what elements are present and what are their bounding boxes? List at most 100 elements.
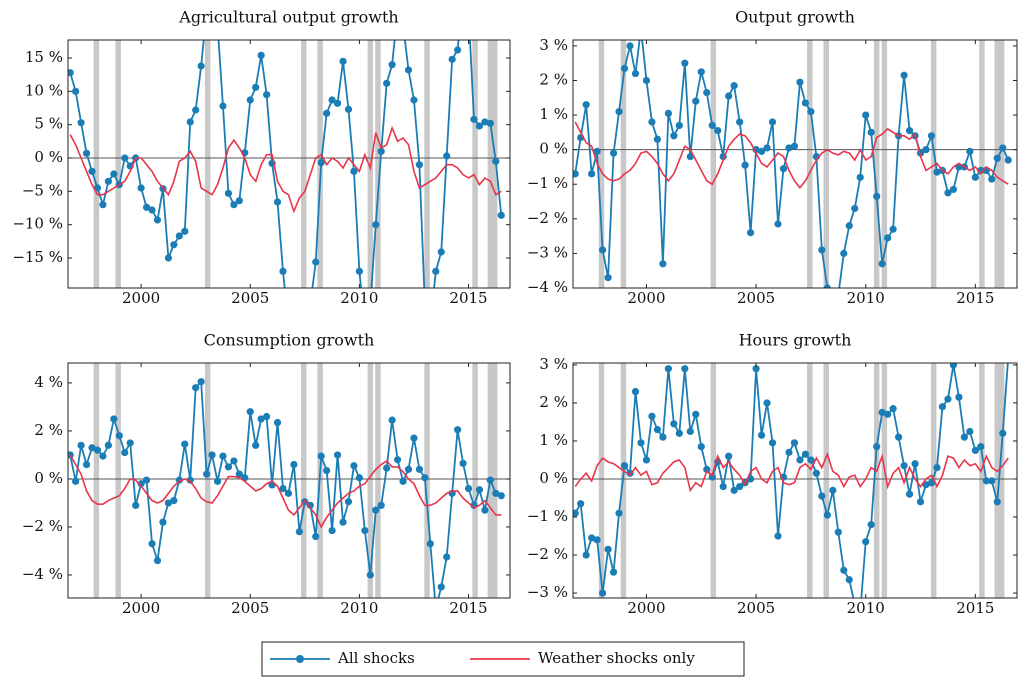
data-point: [730, 82, 738, 90]
shaded-band: [873, 363, 880, 598]
data-point: [573, 170, 579, 178]
data-point: [768, 439, 777, 447]
data-point: [752, 146, 760, 154]
x-tick-label: 2010: [847, 599, 885, 617]
data-point: [867, 128, 875, 136]
data-point: [317, 159, 325, 167]
data-point: [192, 106, 200, 114]
data-point: [427, 321, 434, 328]
data-point: [807, 456, 815, 464]
data-point: [454, 426, 462, 434]
y-tick-label: −3 %: [527, 243, 568, 261]
data-point: [631, 387, 640, 396]
data-point: [653, 425, 662, 434]
data-point: [867, 521, 875, 529]
data-point: [263, 91, 271, 99]
data-point: [148, 540, 156, 548]
x-tick-label: 2015: [449, 599, 487, 617]
data-point: [757, 147, 766, 155]
data-point: [829, 302, 836, 309]
data-point: [213, 477, 222, 485]
data-point: [845, 222, 853, 230]
x-tick-label: 2000: [122, 289, 160, 307]
data-point: [279, 267, 287, 275]
data-point: [588, 170, 596, 178]
data-point: [339, 518, 347, 526]
data-point: [344, 498, 353, 506]
data-point: [577, 500, 585, 508]
data-point: [312, 532, 320, 541]
data-point: [692, 410, 700, 418]
data-point: [582, 551, 590, 559]
data-point: [132, 501, 140, 509]
data-point: [648, 118, 656, 126]
data-point: [383, 79, 391, 87]
data-point: [615, 509, 623, 517]
data-point: [697, 443, 705, 451]
y-tick-label: −2 %: [22, 517, 63, 535]
data-point: [599, 246, 607, 254]
data-point: [835, 291, 842, 298]
data-point: [697, 68, 705, 76]
y-tick-label: 0 %: [539, 469, 568, 487]
y-tick-label: 2 %: [539, 70, 568, 88]
data-point: [790, 439, 799, 447]
data-point: [779, 165, 788, 173]
data-point: [492, 489, 500, 497]
data-point: [328, 96, 336, 104]
series-line: [69, 125, 502, 214]
data-point: [878, 260, 886, 268]
data-point: [486, 476, 494, 484]
data-point: [164, 499, 173, 507]
x-tick-label: 2015: [956, 289, 994, 307]
data-point: [492, 157, 500, 165]
data-point: [404, 66, 413, 74]
data-point: [235, 470, 243, 478]
data-point: [686, 427, 694, 436]
data-point: [279, 484, 287, 493]
chart-title: Agricultural output growth: [178, 8, 398, 27]
data-point: [774, 220, 782, 228]
data-point: [77, 119, 85, 127]
data-point: [862, 538, 870, 546]
series-line: [574, 363, 1009, 598]
data-point: [664, 109, 672, 117]
data-point: [884, 410, 892, 418]
data-point: [966, 427, 974, 436]
legend-label: Weather shocks only: [538, 649, 695, 667]
data-point: [593, 147, 601, 155]
y-tick-label: 4 %: [34, 373, 63, 391]
plot-area: [573, 363, 1017, 598]
panel: −4 % −2 % 0 % 2 % 4 % 2000 2005 2010 2015 Consump…: [22, 331, 511, 617]
data-point: [736, 482, 744, 491]
data-point: [224, 463, 233, 471]
chart-title: Output growth: [735, 8, 855, 27]
data-point: [642, 456, 651, 464]
data-point: [333, 451, 342, 459]
data-point: [659, 260, 667, 268]
shaded-band: [204, 40, 211, 288]
data-point: [703, 88, 711, 97]
data-point: [944, 189, 952, 197]
data-point: [170, 241, 178, 249]
y-tick-label: 2 %: [34, 421, 63, 439]
data-point: [142, 476, 151, 484]
data-point: [410, 434, 418, 442]
shaded-band: [710, 40, 717, 288]
data-point: [949, 363, 958, 369]
data-point: [829, 486, 837, 494]
shaded-band: [487, 40, 494, 288]
x-tick-label: 2000: [627, 289, 665, 307]
data-point: [252, 441, 260, 449]
data-point: [230, 201, 238, 209]
data-point: [573, 509, 579, 517]
data-point: [372, 221, 380, 229]
data-point: [1004, 156, 1012, 164]
data-point: [927, 479, 936, 487]
data-point: [404, 465, 413, 473]
data-point: [110, 170, 118, 178]
data-point: [410, 96, 418, 104]
data-point: [615, 107, 623, 116]
data-point: [186, 118, 194, 126]
data-point: [955, 393, 963, 401]
